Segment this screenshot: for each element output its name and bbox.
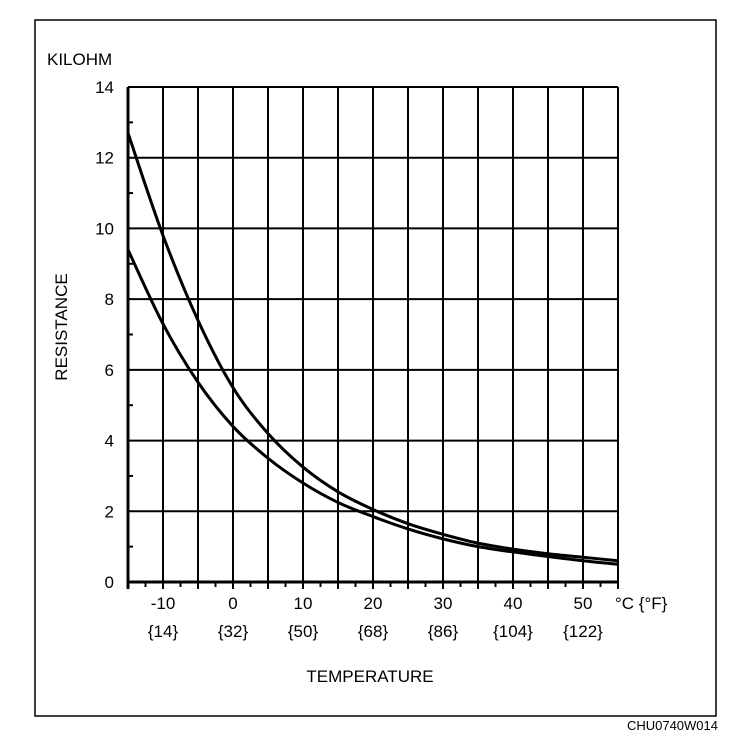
x-tick-label-f: {32} <box>218 622 249 641</box>
y-tick-label: 14 <box>95 78 114 97</box>
x-unit-label: °C {°F} <box>615 594 668 613</box>
x-tick-label-f: {14} <box>148 622 179 641</box>
y-tick-label: 2 <box>105 502 114 521</box>
x-axis-label: TEMPERATURE <box>306 667 433 686</box>
y-tick-label: 0 <box>105 573 114 592</box>
grid <box>126 86 619 589</box>
x-tick-label-c: 30 <box>434 594 453 613</box>
tick-labels: 0 2 4 6 8 10 12 14 -10 {14} 0 {32} 10 {50} 20 {68} 30 {86… <box>95 78 603 641</box>
x-tick-label-c: 10 <box>294 594 313 613</box>
x-tick-label-f: {104} <box>493 622 533 641</box>
unit-label: KILOHM <box>47 50 112 69</box>
y-tick-label: 4 <box>105 432 114 451</box>
y-tick-label: 6 <box>105 361 114 380</box>
figure-caption: CHU0740W014 <box>627 718 718 733</box>
x-tick-label-f: {122} <box>563 622 603 641</box>
x-tick-label-c: -10 <box>151 594 176 613</box>
x-tick-label-f: {86} <box>428 622 459 641</box>
y-axis-label: RESISTANCE <box>52 273 71 380</box>
series-lines <box>126 132 619 566</box>
x-tick-label-f: {68} <box>358 622 389 641</box>
series-line-lower <box>126 249 619 566</box>
chart-frame <box>34 19 717 717</box>
x-tick-label-c: 20 <box>364 594 383 613</box>
x-tick-label-c: 50 <box>574 594 593 613</box>
x-tick-label-c: 40 <box>504 594 523 613</box>
y-tick-label: 8 <box>105 290 114 309</box>
series-line-upper <box>126 132 619 563</box>
y-tick-label: 10 <box>95 219 114 238</box>
x-tick-label-f: {50} <box>288 622 319 641</box>
y-tick-label: 12 <box>95 149 114 168</box>
x-tick-label-c: 0 <box>228 594 237 613</box>
